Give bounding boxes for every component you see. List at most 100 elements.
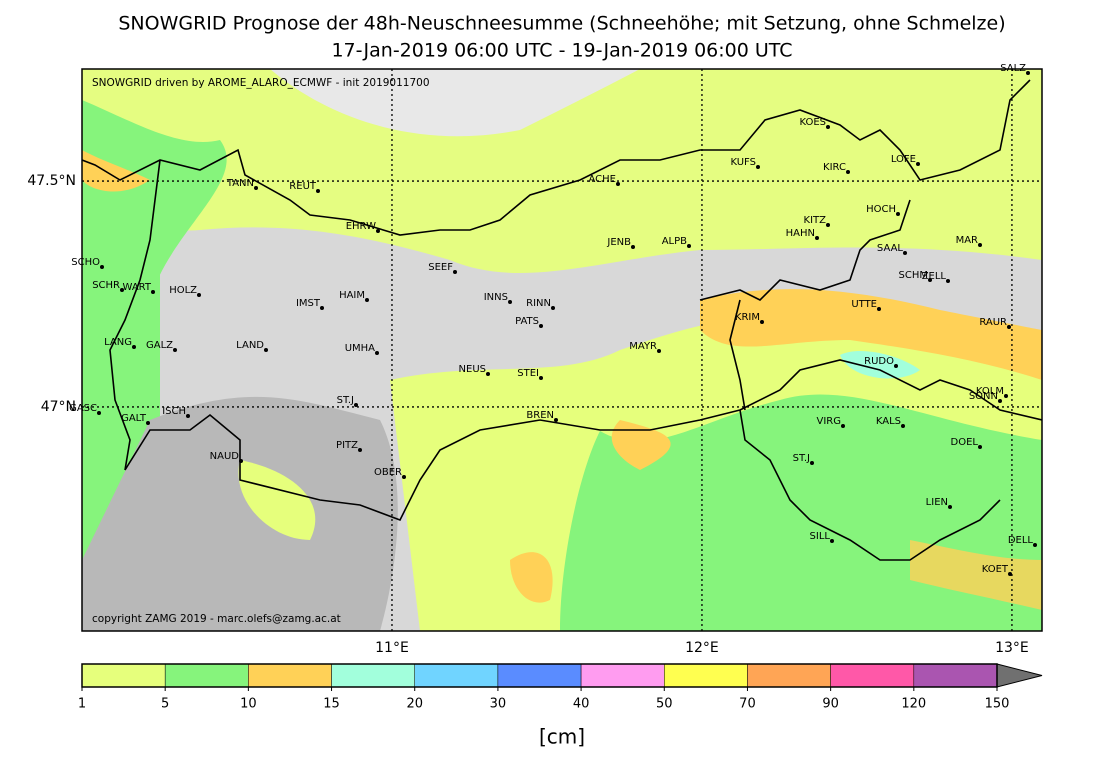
- station-label: SCHM: [899, 270, 928, 281]
- station-label: STEI: [517, 368, 539, 379]
- station-dot: [946, 279, 950, 283]
- station-label: HAHN: [786, 228, 815, 239]
- station-label: KUFS: [730, 157, 756, 168]
- station-label: KALS: [876, 416, 901, 427]
- station-label: DELL: [1008, 535, 1034, 546]
- station-label: PITZ: [336, 440, 358, 451]
- station-label: KOET: [982, 564, 1009, 575]
- station-label: HOCH: [866, 204, 896, 215]
- station-dot: [760, 320, 764, 324]
- colorbar-segment: [747, 663, 831, 688]
- station-dot: [1033, 543, 1037, 547]
- station-dot: [631, 245, 635, 249]
- station-dot: [810, 461, 814, 465]
- station-dot: [486, 372, 490, 376]
- colorbar-segment: [664, 663, 748, 688]
- station-label: KOES: [799, 117, 826, 128]
- station-label: NAUD: [210, 451, 240, 462]
- station-label: KITZ: [804, 215, 827, 226]
- station-label: SCHR: [92, 280, 120, 291]
- station-dot: [928, 278, 932, 282]
- x-tick-label: 11°E: [375, 640, 409, 656]
- station-dot: [551, 306, 555, 310]
- station-dot: [948, 505, 952, 509]
- colorbar-tick-label: 30: [490, 697, 507, 712]
- colorbar-segment: [580, 663, 665, 688]
- station-label: ST.J: [793, 453, 810, 464]
- colorbar-segment: [248, 663, 332, 688]
- station-label: WART: [122, 282, 151, 293]
- station-label: TANN: [226, 178, 254, 189]
- station-label: UMHA: [345, 343, 375, 354]
- title: SNOWGRID Prognose der 48h-Neuschneesumme…: [118, 13, 1005, 35]
- station-label: MAR: [956, 235, 978, 246]
- station-label: OBER: [374, 467, 402, 478]
- station-dot: [376, 229, 380, 233]
- colorbar-segment: [81, 663, 166, 688]
- station-label: BREN: [526, 410, 554, 421]
- station-label: ACHE: [589, 174, 617, 185]
- station-dot: [830, 539, 834, 543]
- station-label: UTTE: [851, 299, 877, 310]
- station-dot: [896, 212, 900, 216]
- station-dot: [264, 348, 268, 352]
- station-dot: [901, 424, 905, 428]
- station-label: GASC: [69, 403, 97, 414]
- station-label: INNS: [484, 292, 508, 303]
- station-dot: [320, 306, 324, 310]
- station-label: EHRW: [346, 221, 376, 232]
- station-label: MAYR: [629, 341, 657, 352]
- station-dot: [508, 300, 512, 304]
- station-dot: [239, 459, 243, 463]
- station-label: SAAL: [877, 243, 903, 254]
- colorbar-tick-label: 50: [656, 697, 673, 712]
- station-dot: [186, 414, 190, 418]
- station-label: HOLZ: [169, 285, 197, 296]
- colorbar-segment: [331, 663, 415, 688]
- colorbar-tick-label: 70: [739, 697, 756, 712]
- station-label: RUDO: [864, 356, 894, 367]
- station-dot: [978, 243, 982, 247]
- station-label: SALZ: [1000, 63, 1026, 74]
- station-label: VIRG: [817, 416, 842, 427]
- station-dot: [894, 364, 898, 368]
- y-tick-label: 47.5°N: [27, 173, 76, 189]
- station-dot: [554, 418, 558, 422]
- station-label: LANG: [104, 337, 132, 348]
- station-label: GALZ: [146, 340, 173, 351]
- station-dot: [539, 324, 543, 328]
- colorbar-tick-label: 10: [240, 697, 257, 712]
- station-label: LOFE: [891, 154, 916, 165]
- colorbar-extend: [996, 663, 1043, 688]
- colorbar-tick-label: 120: [901, 697, 926, 712]
- station-label: RINN: [526, 298, 551, 309]
- station-dot: [841, 424, 845, 428]
- x-tick-label: 12°E: [685, 640, 719, 656]
- station-dot: [877, 307, 881, 311]
- station-label: REUT: [289, 181, 317, 192]
- station-label: SONN: [969, 391, 998, 402]
- station-dot: [687, 244, 691, 248]
- station-label: LIEN: [926, 497, 948, 508]
- station-dot: [402, 475, 406, 479]
- station-label: SILL: [810, 531, 831, 542]
- station-label: ZELL: [922, 271, 947, 282]
- colorbar-segment: [164, 663, 249, 688]
- model-annotation: SNOWGRID driven by AROME_ALARO_ECMWF - i…: [92, 77, 430, 89]
- station-dot: [616, 182, 620, 186]
- station-dot: [1008, 572, 1012, 576]
- station-dot: [358, 448, 362, 452]
- colorbar-tick-label: 40: [573, 697, 590, 712]
- station-dot: [1026, 71, 1030, 75]
- station-dot: [1007, 325, 1011, 329]
- station-label: NEUS: [459, 364, 486, 375]
- colorbar-tick-label: 90: [822, 697, 839, 712]
- station-dot: [254, 186, 258, 190]
- station-dot: [173, 348, 177, 352]
- colorbar-segment: [497, 663, 582, 688]
- station-dot: [1004, 394, 1008, 398]
- station-dot: [100, 265, 104, 269]
- map-frame: [81, 68, 1043, 632]
- station-dot: [120, 288, 124, 292]
- station-dot: [756, 165, 760, 169]
